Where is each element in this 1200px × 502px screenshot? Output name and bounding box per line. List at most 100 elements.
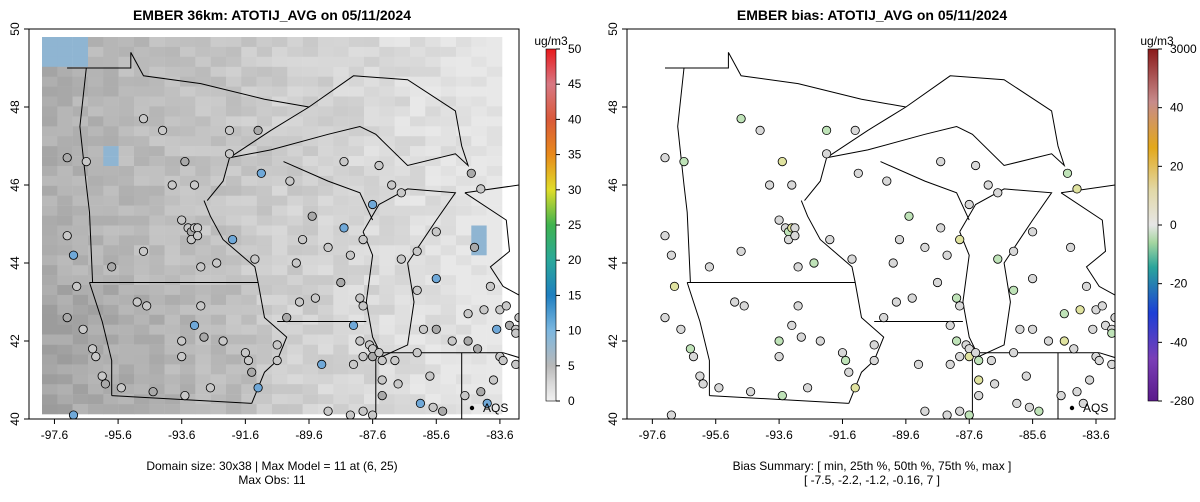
site-marker — [894, 235, 905, 245]
model-grid-cell — [379, 404, 395, 415]
model-grid-cell — [72, 265, 89, 276]
model-grid-cell — [57, 37, 73, 48]
site-marker — [107, 262, 117, 272]
model-grid-cell — [134, 215, 150, 226]
model-grid-cell — [471, 245, 487, 256]
site-marker — [466, 168, 476, 178]
model-grid-cell — [241, 185, 257, 196]
model-grid-cell — [149, 146, 165, 157]
model-grid-cell — [410, 96, 426, 107]
model-grid-cell — [364, 175, 380, 187]
model-grid-cell — [103, 56, 119, 67]
model-grid-cell — [149, 265, 165, 276]
model-grid-cell — [379, 106, 395, 117]
aqs-marker — [469, 405, 475, 411]
model-grid-cell — [42, 116, 58, 127]
model-grid-cell — [272, 195, 288, 206]
model-grid-cell — [149, 245, 165, 256]
model-grid-cell — [302, 96, 319, 107]
model-grid-cell — [57, 255, 73, 266]
site-marker — [205, 383, 215, 393]
model-grid-cell — [440, 185, 457, 196]
model-grid-cell — [333, 96, 349, 107]
model-grid-cell — [440, 265, 457, 276]
model-grid-cell — [103, 37, 119, 48]
site-marker — [367, 199, 378, 210]
model-grid-cell — [425, 245, 441, 256]
left-colorbar-ticks: 0 5 10 15 20 25 30 35 40 45 50 — [556, 42, 582, 408]
model-grid-cell — [42, 156, 58, 167]
model-grid-cell — [180, 324, 196, 335]
left-state-boundaries — [67, 52, 519, 419]
model-grid-cell — [471, 354, 487, 365]
model-grid-cell — [318, 374, 334, 385]
site-marker — [425, 371, 435, 381]
model-grid-cell — [456, 126, 472, 137]
boundary-line — [362, 188, 457, 358]
model-grid-cell — [72, 146, 89, 157]
model-grid-cell — [425, 106, 441, 117]
site-marker — [358, 406, 368, 416]
model-grid-cell — [379, 304, 395, 316]
site-marker — [294, 297, 305, 307]
model-grid-cell — [456, 175, 472, 187]
model-grid-cell — [410, 384, 426, 395]
model-grid-cell — [164, 136, 181, 147]
model-grid-cell — [42, 324, 58, 335]
model-grid-cell — [379, 195, 395, 206]
site-marker — [815, 336, 825, 346]
model-grid-cell — [57, 265, 73, 276]
model-grid-cell — [364, 76, 380, 87]
model-grid-cell — [118, 404, 135, 415]
model-grid-cell — [287, 46, 303, 58]
model-grid-cell — [164, 215, 181, 226]
model-grid-cell — [333, 106, 349, 117]
site-marker — [212, 258, 222, 268]
model-grid-cell — [42, 245, 58, 256]
model-grid-cell — [486, 116, 503, 127]
x-tick-label: -95.6 — [104, 428, 132, 442]
model-grid-cell — [456, 294, 472, 306]
model-grid-cell — [333, 245, 349, 256]
model-grid-cell — [88, 304, 104, 316]
model-grid-cell — [180, 364, 196, 375]
model-grid-cell — [302, 116, 319, 127]
model-grid-cell — [256, 215, 273, 226]
model-grid-cell — [103, 46, 119, 58]
boundary-line — [1061, 184, 1115, 194]
model-grid-cell — [348, 146, 365, 157]
site-marker — [993, 254, 1003, 264]
model-grid-cell — [88, 364, 104, 375]
model-grid-cell — [149, 285, 165, 296]
model-grid-cell — [379, 225, 395, 236]
model-grid-cell — [410, 354, 426, 365]
model-grid-cell — [134, 126, 150, 137]
model-grid-cell — [226, 344, 242, 355]
model-grid-cell — [394, 265, 411, 276]
model-grid-cell — [348, 215, 365, 226]
model-grid-cell — [394, 404, 411, 415]
model-grid-cell — [226, 116, 242, 127]
model-grid-cell — [88, 394, 104, 405]
model-grid-cell — [57, 126, 73, 137]
site-marker — [224, 149, 235, 159]
colorbar-tick-label: 3000 — [1170, 42, 1197, 56]
model-grid-cell — [134, 225, 150, 236]
model-grid-cell — [164, 265, 181, 276]
model-grid-cell — [256, 136, 273, 147]
model-grid-cell — [226, 384, 242, 395]
site-marker — [377, 355, 387, 366]
right-colorbar: ug/m3 3000 40 20 0 -20 -40 -280 — [1140, 34, 1197, 408]
y-tick-label: 40 — [606, 412, 620, 426]
model-grid-cell — [134, 404, 150, 415]
model-grid-cell — [195, 235, 211, 246]
model-grid-cell — [486, 86, 503, 97]
model-grid-cell — [241, 394, 257, 405]
model-grid-cell — [456, 314, 472, 325]
model-grid-cell — [364, 126, 380, 137]
model-grid-cell — [394, 374, 411, 385]
boundary-line — [79, 67, 94, 283]
model-grid-cell — [272, 185, 288, 196]
model-grid-cell — [164, 37, 181, 48]
